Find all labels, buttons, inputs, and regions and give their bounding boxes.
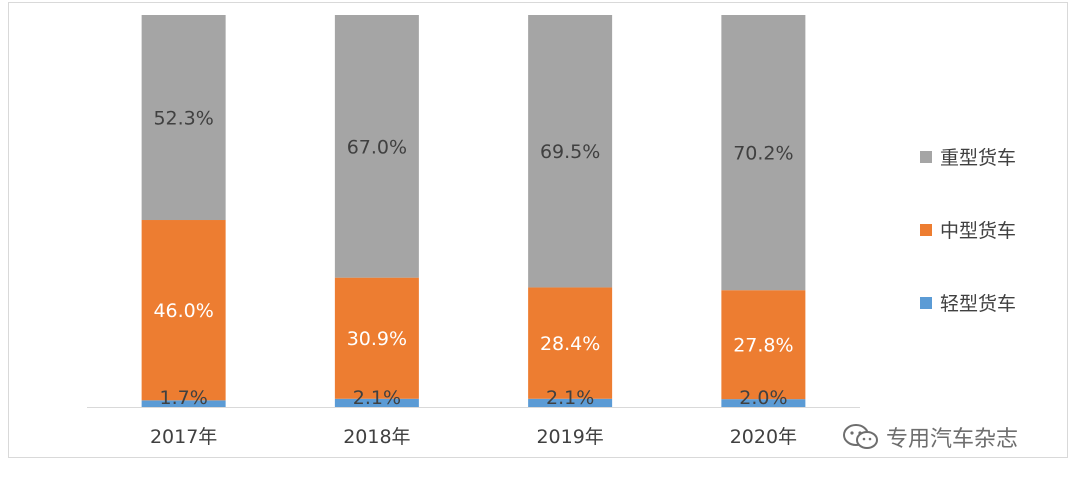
- data-label: 46.0%: [153, 300, 213, 322]
- bar-segment: [528, 398, 613, 407]
- x-tick-label: 2020年: [730, 426, 797, 448]
- legend-label: 重型货车: [940, 147, 1016, 169]
- legend-swatch: [920, 297, 932, 309]
- bar-segment: [141, 15, 226, 221]
- bar-segment: [334, 277, 419, 399]
- bar-segment: [141, 220, 226, 401]
- data-label: 52.3%: [153, 108, 213, 130]
- legend-label: 轻型货车: [940, 293, 1016, 315]
- bar-segment: [334, 15, 419, 278]
- data-label: 2.1%: [546, 387, 594, 409]
- bar-segment: [721, 15, 806, 291]
- data-label: 30.9%: [347, 328, 407, 350]
- legend-label: 中型货车: [940, 220, 1016, 242]
- bar-segment: [141, 400, 226, 407]
- x-tick-label: 2018年: [343, 426, 410, 448]
- bar-segment: [334, 398, 419, 407]
- chart-frame: [8, 2, 1068, 458]
- watermark: 专用汽车杂志: [842, 420, 1018, 454]
- x-tick-label: 2017年: [150, 426, 217, 448]
- legend-swatch: [920, 151, 932, 163]
- bar-segment: [528, 15, 613, 288]
- data-label: 67.0%: [347, 136, 407, 158]
- watermark-text: 专用汽车杂志: [886, 427, 1019, 452]
- data-label: 27.8%: [733, 335, 793, 357]
- bar-segment: [721, 399, 806, 407]
- data-label: 2.1%: [353, 387, 401, 409]
- bar-segment: [528, 287, 613, 399]
- data-label: 2.0%: [739, 387, 787, 409]
- legend-swatch: [920, 224, 932, 236]
- data-label: 70.2%: [733, 143, 793, 165]
- data-label: 1.7%: [159, 387, 207, 409]
- bar-segment: [721, 290, 806, 400]
- wechat-icon: [843, 424, 878, 449]
- x-tick-label: 2019年: [536, 426, 603, 448]
- data-label: 28.4%: [540, 333, 600, 355]
- data-label: 69.5%: [540, 141, 600, 163]
